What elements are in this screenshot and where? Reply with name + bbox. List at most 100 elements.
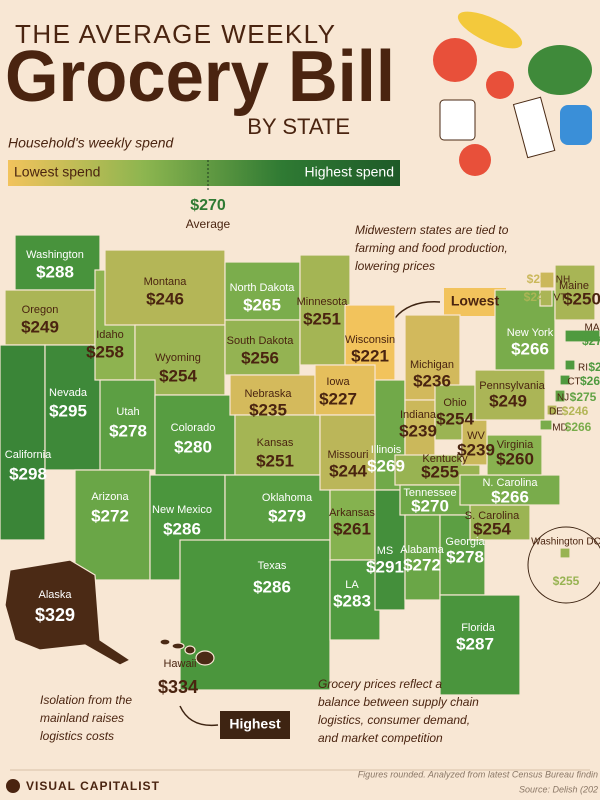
state-shape [179, 539, 331, 691]
state-name: MD [552, 423, 568, 434]
state-value: $270 [411, 496, 449, 515]
state-value: $260 [496, 449, 534, 468]
title-line: THE AVERAGE WEEKLY [15, 19, 335, 49]
annotation: Midwestern states are tied to [355, 223, 509, 237]
state-name: Florida [461, 622, 496, 634]
state-shape [195, 650, 215, 666]
state-value: $254 [159, 366, 197, 385]
state-value: $272 [91, 506, 129, 525]
state-value: $291 [366, 557, 404, 576]
state-name: LA [345, 579, 359, 591]
state-value: $239 [527, 272, 554, 286]
state-name: NH [556, 275, 570, 286]
state-name: North Dakota [230, 282, 296, 294]
state-name: Wisconsin [345, 334, 395, 346]
state-value: $236 [413, 371, 451, 390]
state-value: $329 [35, 605, 75, 625]
state-value: $334 [158, 677, 198, 697]
annotation: Grocery prices reflect a [318, 677, 442, 691]
state-shape [329, 559, 381, 641]
state-value: $269 [367, 456, 405, 475]
state-value: $266 [491, 487, 529, 506]
state-value: $261 [333, 519, 371, 538]
state-shape [0, 344, 46, 541]
state-name: Alaska [38, 589, 72, 601]
state-value: $249 [524, 290, 551, 304]
state-name: Missouri [328, 449, 369, 461]
state-name: Minnesota [297, 296, 349, 308]
state-name: Georgia [445, 536, 485, 548]
state-value: $258 [86, 342, 124, 361]
state-shape [564, 329, 600, 343]
state-value: $272 [403, 555, 441, 574]
state-shape [539, 289, 553, 307]
state-shape [439, 594, 521, 696]
annotation: and market competition [318, 731, 443, 745]
annotation: Isolation from the [40, 693, 132, 707]
state-value: $286 [163, 519, 201, 538]
state-name: Colorado [171, 422, 216, 434]
state-shape [539, 419, 553, 431]
annotation: balance between supply chain [318, 695, 479, 709]
state-shape [184, 645, 196, 655]
state-value: $239 [399, 421, 437, 440]
state-value: $250 [563, 289, 600, 308]
state-value: $246 [146, 289, 184, 308]
state-shape [564, 359, 576, 371]
state-name: Texas [258, 560, 287, 572]
state-name: Alabama [400, 544, 444, 556]
state-shape [44, 344, 104, 471]
state-value: $287 [456, 634, 494, 653]
state-name: Pennsylvania [479, 380, 545, 392]
state-name: Nevada [49, 387, 88, 399]
state-name: MA [585, 323, 600, 334]
state-name: DE [549, 407, 563, 418]
state-name: Oregon [22, 304, 59, 316]
state-shape [546, 404, 558, 416]
state-value: $265 [243, 295, 281, 314]
state-value: $280 [174, 437, 212, 456]
state-shape [474, 369, 546, 421]
state-shape [329, 489, 376, 561]
brand-logo [6, 779, 20, 793]
state-value: $266 [511, 339, 549, 358]
state-name: New York [507, 327, 554, 339]
state-name: Hawaii [163, 658, 196, 670]
state-shape [4, 559, 132, 666]
state-shape [404, 514, 441, 601]
annotation: logistics, consumer demand, [318, 713, 470, 727]
state-name: Wyoming [155, 352, 201, 364]
state-name: CT [567, 377, 580, 388]
state-name: Kentucky [422, 453, 468, 465]
state-name: Washington [26, 249, 84, 261]
state-name: Idaho [96, 329, 124, 341]
annotation: lowering prices [355, 259, 435, 273]
food-illustration [433, 11, 592, 176]
state-value: $251 [303, 309, 341, 328]
state-shape [539, 271, 555, 289]
state-name: N. Carolina [482, 477, 538, 489]
state-value: $278 [446, 547, 484, 566]
state-name: Utah [116, 406, 139, 418]
state-value: $279 [268, 506, 306, 525]
highest-label: Highest [229, 716, 281, 732]
state-value: $266 [565, 420, 592, 434]
state-value: $249 [489, 391, 527, 410]
state-name: Indiana [400, 409, 437, 421]
average-label: Average [186, 217, 231, 231]
highest-box [220, 711, 290, 739]
state-name: Tennessee [403, 487, 456, 499]
state-value: $254 [473, 519, 511, 538]
state-shape [229, 374, 316, 416]
state-name: Ohio [443, 397, 466, 409]
state-value: $288 [36, 262, 74, 281]
state-shape [159, 638, 171, 646]
state-value: $275 [570, 390, 597, 404]
state-shape [154, 394, 236, 476]
state-name: Montana [144, 276, 188, 288]
state-value: $235 [249, 400, 287, 419]
state-shape [74, 469, 151, 581]
state-shape [104, 249, 226, 326]
state-value: $254 [436, 409, 474, 428]
